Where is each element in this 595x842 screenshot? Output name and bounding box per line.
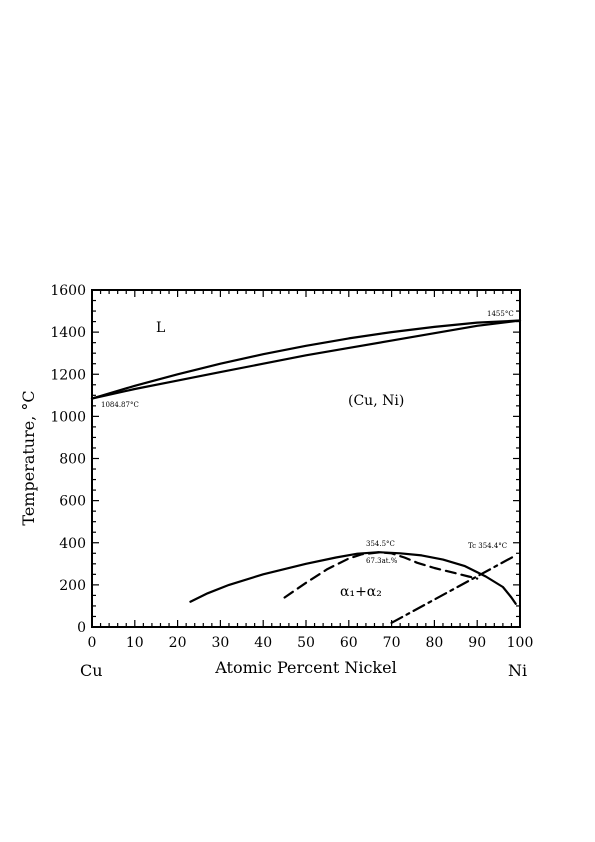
x-tick-label: 100 [507, 635, 534, 651]
y-tick-label: 200 [59, 578, 86, 594]
tick-labels: 0 10 20 30 40 50 60 70 80 90 100020040060080010001… [50, 283, 533, 651]
x-tick-label: 10 [126, 635, 144, 651]
element-ni-label: Ni [508, 661, 527, 680]
critical-temp-label: 354.5°C [366, 540, 395, 548]
critical-comp-label: 67.3at.% [366, 557, 398, 565]
y-tick-label: 400 [59, 536, 86, 552]
ni-melting-point-label: 1455°C [487, 310, 514, 318]
curie-temp-label: Tc 354.4°C [468, 542, 507, 550]
y-tick-label: 1200 [50, 367, 86, 383]
y-tick-label: 800 [59, 452, 86, 468]
x-axis-title: Atomic Percent Nickel [214, 658, 396, 677]
y-tick-label: 1400 [50, 325, 86, 341]
phase-curve-dashdot [390, 554, 517, 624]
phase-curve-solid [90, 319, 522, 400]
x-tick-label: 20 [169, 635, 187, 651]
x-tick-label: 30 [211, 635, 229, 651]
x-tick-label: 70 [383, 635, 401, 651]
solid-solution-label: (Cu, Ni) [348, 393, 404, 409]
liquid-region-label: L [156, 320, 165, 336]
cu-melting-point-label: 1084.87°C [101, 401, 139, 409]
y-tick-label: 600 [59, 494, 86, 510]
x-tick-label: 60 [340, 635, 358, 651]
plot-frame [91, 289, 521, 628]
x-tick-label: 80 [425, 635, 443, 651]
x-tick-label: 0 [88, 635, 97, 651]
y-tick-label: 0 [77, 620, 86, 636]
y-tick-label: 1600 [50, 283, 86, 299]
y-tick-label: 1000 [50, 409, 86, 425]
element-cu-label: Cu [80, 661, 103, 680]
x-tick-label: 40 [254, 635, 272, 651]
x-tick-label: 50 [297, 635, 315, 651]
axis-ticks [91, 289, 521, 628]
phase-curves [90, 319, 522, 624]
phase-curve-dashed [283, 551, 479, 599]
phase-curve-solid [90, 319, 522, 400]
two-phase-label: α₁+α₂ [340, 584, 382, 600]
y-axis-title: Temperature, °C [19, 390, 38, 525]
x-tick-label: 90 [468, 635, 486, 651]
